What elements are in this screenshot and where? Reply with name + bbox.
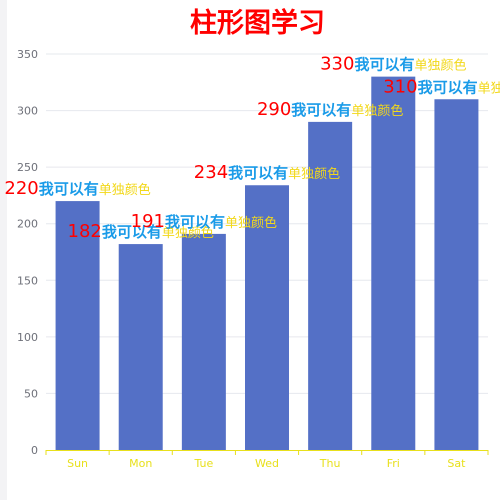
chart-title: 柱形图学习 <box>190 8 325 39</box>
y-tick-label: 250 <box>17 161 38 174</box>
y-tick-label: 100 <box>17 331 38 344</box>
data-label-mid: 我可以有 <box>418 78 478 96</box>
x-tick-label: Fri <box>387 457 400 470</box>
data-label-mid: 我可以有 <box>228 164 288 182</box>
data-label: 191我可以有单独颜色 <box>131 211 277 232</box>
data-label-value: 220 <box>4 178 38 199</box>
data-label-value: 310 <box>383 76 417 97</box>
bar-mon <box>118 244 163 450</box>
y-tick-label: 0 <box>31 444 38 457</box>
data-label-value: 290 <box>257 99 291 120</box>
data-label-tail: 单独颜色 <box>99 182 151 198</box>
y-axis-ticks: 0 50 100 150 200 250 300 350 <box>17 48 38 457</box>
data-label-mid: 我可以有 <box>102 223 162 241</box>
data-label-tail: 单独颜色 <box>225 215 277 231</box>
data-label-value: 234 <box>194 162 228 183</box>
x-tick-label: Thu <box>319 457 341 470</box>
data-label-mid: 我可以有 <box>39 180 99 198</box>
y-tick-label: 350 <box>17 48 38 61</box>
y-tick-label: 150 <box>17 274 38 287</box>
bar-sun <box>55 201 100 450</box>
data-label-tail: 单独颜色 <box>478 80 500 96</box>
data-labels: 220我可以有单独颜色182我可以有单独颜色191我可以有单独颜色234我可以有… <box>4 54 500 242</box>
x-tick-label: Sun <box>67 457 88 470</box>
data-label: 220我可以有单独颜色 <box>4 178 150 199</box>
bar-thu <box>308 121 353 450</box>
data-label: 330我可以有单独颜色 <box>320 54 466 75</box>
data-label: 234我可以有单独颜色 <box>194 162 340 183</box>
data-label-value: 330 <box>320 54 354 75</box>
data-label-mid: 我可以有 <box>354 56 414 74</box>
data-label-tail: 单独颜色 <box>288 166 340 182</box>
x-axis <box>45 450 489 455</box>
y-tick-label: 50 <box>24 387 38 400</box>
y-tick-label: 300 <box>17 105 38 118</box>
data-label-tail: 单独颜色 <box>414 58 466 74</box>
x-tick-label: Mon <box>129 457 152 470</box>
data-label: 290我可以有单独颜色 <box>257 99 403 120</box>
data-label: 182我可以有单独颜色 <box>68 221 214 242</box>
data-label-tail: 单独颜色 <box>162 225 214 241</box>
bar-wed <box>245 185 289 450</box>
bar-sat <box>434 99 479 450</box>
x-tick-label: Sat <box>447 457 466 470</box>
bars <box>55 76 479 450</box>
data-label-mid: 我可以有 <box>291 101 351 119</box>
x-tick-label: Wed <box>255 457 279 470</box>
data-label-tail: 单独颜色 <box>351 103 403 119</box>
bar-fri <box>371 76 416 450</box>
data-label-mid: 我可以有 <box>165 213 225 231</box>
y-tick-label: 200 <box>17 218 38 231</box>
bar-tue <box>181 233 226 450</box>
data-label: 310我可以有单独颜色 <box>383 76 500 97</box>
window-edge <box>0 0 7 500</box>
data-label-value: 191 <box>131 211 165 232</box>
x-tick-label: Tue <box>193 457 213 470</box>
x-axis-ticks: Sun Mon Tue Wed Thu Fri Sat <box>67 457 466 470</box>
data-label-value: 182 <box>68 221 102 242</box>
